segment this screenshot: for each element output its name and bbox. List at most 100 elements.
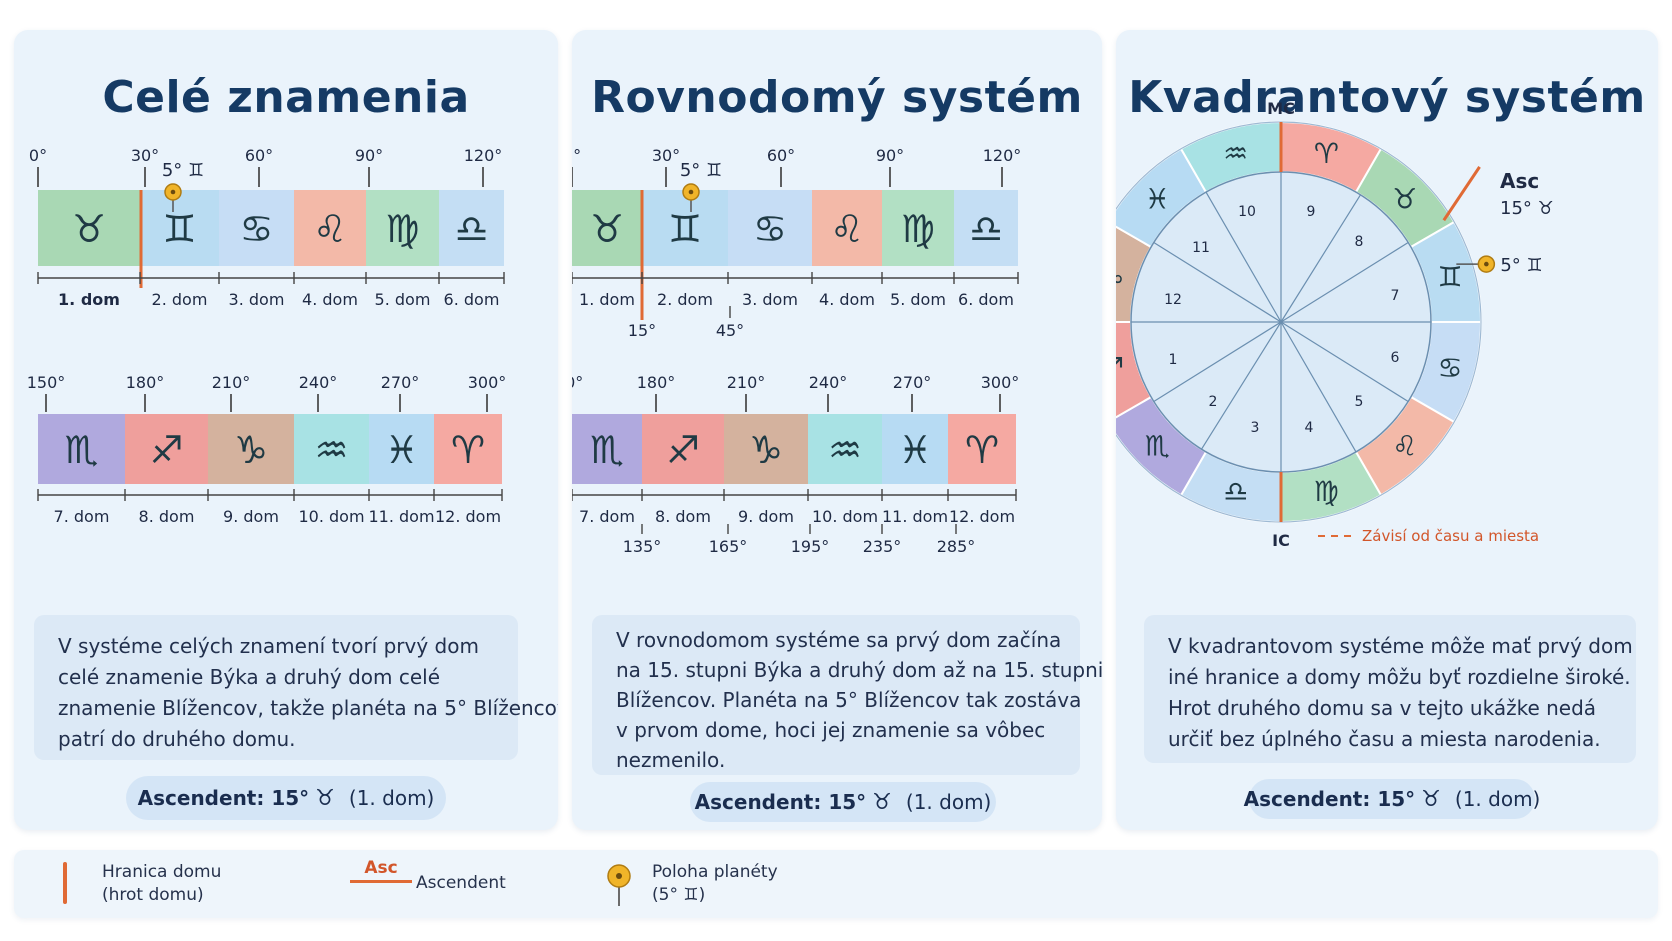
cusp-line-icon — [63, 862, 67, 904]
gemini-cell — [642, 190, 728, 266]
pisces-cell — [882, 414, 948, 484]
house-number: 8 — [1355, 234, 1364, 250]
asc-line-icon: Asc — [350, 858, 412, 883]
house-label: 2. dom — [152, 290, 208, 309]
house-number: 4 — [1305, 420, 1314, 436]
house-divider — [1205, 191, 1282, 323]
ascendant-badge: Ascendent: 15° ♉ (1. dom) — [690, 782, 996, 822]
capricorn-symbol: ♑ — [234, 428, 268, 472]
house-label: 3. dom — [742, 290, 798, 309]
planet-label: 5° ♊ — [162, 160, 204, 181]
sagittarius-cell — [642, 414, 724, 484]
taurus-symbol: ♉ — [315, 785, 335, 811]
house-number: 12 — [1164, 292, 1182, 308]
degree-label: 180° — [637, 373, 676, 392]
description-box: V rovnodomom systéme sa prvý dom začína … — [592, 615, 1102, 775]
degree-label: 30° — [652, 146, 680, 165]
house-label: 8. dom — [655, 507, 711, 526]
degree-label: 30° — [131, 146, 159, 165]
house-number: 1 — [1169, 352, 1178, 368]
aries-cell — [948, 414, 1016, 484]
house-label: 8. dom — [139, 507, 195, 526]
degree-label: 210° — [212, 373, 251, 392]
ascendant-house: (1. dom) — [1454, 787, 1541, 811]
house-label: 10. dom — [812, 507, 878, 526]
planet-marker-center — [170, 189, 176, 195]
leo-cell — [812, 190, 882, 266]
planet-marker-icon — [607, 864, 631, 906]
taurus-symbol: ♉ — [72, 207, 106, 251]
degree-label: 150° — [572, 373, 583, 392]
house-divider — [1280, 194, 1361, 323]
ascendant-label: Ascendent: 15° — [137, 786, 310, 810]
planet-marker-center — [688, 189, 694, 195]
capricorn-cell — [208, 414, 294, 484]
degree-label: 270° — [893, 373, 932, 392]
whole-sign-panel: Celé znamenia ♉ ♊ ♋ ♌ ♍ ♎ 0° 30° 60° 90° 120° 5° ♊ 1… — [14, 30, 558, 830]
degree-label: 90° — [355, 146, 383, 165]
panel-title: Rovnodomý systém — [591, 72, 1083, 123]
taurus-symbol: ♉ — [1392, 182, 1417, 215]
planet-label: 5° ♊ — [680, 160, 722, 181]
ic-label: IC — [1272, 531, 1290, 550]
house-divider — [1153, 321, 1282, 402]
panel-title: Kvadrantový systém — [1128, 72, 1646, 123]
cusp-degree-label: 195° — [791, 537, 830, 556]
house-label: 9. dom — [223, 507, 279, 526]
aquarius-cell — [808, 414, 882, 484]
virgo-cell — [882, 190, 954, 266]
house-label: 12. dom — [949, 507, 1015, 526]
gemini-symbol: ♊ — [668, 207, 702, 251]
description-line: na 15. stupni Býka a druhý dom až na 15.… — [616, 658, 1102, 682]
aries-symbol: ♈ — [1314, 137, 1339, 170]
sagittarius-cell — [125, 414, 208, 484]
leo-symbol: ♌ — [313, 207, 347, 251]
house-label: 12. dom — [435, 507, 501, 526]
house-divider — [1280, 321, 1409, 402]
house-divider — [1280, 321, 1357, 453]
note-label: Závisí od času a miesta — [1362, 527, 1539, 545]
scorpio-cell — [38, 414, 125, 484]
house-label: 10. dom — [298, 507, 364, 526]
description-box: V kvadrantovom systéme môže mať prvý dom… — [1144, 615, 1636, 763]
description-line: Blížencov. Planéta na 5° Blížencov tak z… — [616, 688, 1082, 712]
description-line: určiť bez úplného času a miesta narodeni… — [1168, 727, 1601, 751]
description-line: patrí do druhého domu. — [58, 727, 296, 751]
aries-symbol: ♈ — [965, 428, 999, 472]
scorpio-symbol: ♏ — [64, 428, 98, 472]
degree-label: 270° — [381, 373, 420, 392]
degree-label: 150° — [27, 373, 66, 392]
libra-symbol: ♎ — [454, 207, 488, 251]
cusp-degree-label: 285° — [937, 537, 976, 556]
aquarius-symbol: ♒ — [828, 428, 862, 472]
house-number: 6 — [1391, 350, 1400, 366]
gemini-symbol: ♊ — [162, 207, 196, 251]
legend-planet-label: Poloha planéty (5° ♊) — [652, 861, 778, 907]
ascendant-label: Ascendent: 15° — [694, 790, 867, 814]
planet-marker-center — [1484, 261, 1489, 267]
degree-label: 240° — [809, 373, 848, 392]
house-label: 1. dom — [579, 290, 635, 309]
ascendant-label: Ascendent: 15° — [1243, 787, 1416, 811]
house-label: 9. dom — [738, 507, 794, 526]
legend-cusp-label: Hranica domu (hrot domu) — [102, 861, 221, 907]
taurus-symbol: ♉ — [872, 789, 892, 815]
taurus-symbol: ♉ — [1421, 786, 1441, 812]
degree-label: 180° — [126, 373, 165, 392]
house-number: 7 — [1391, 288, 1400, 304]
cusp-degree-label: 165° — [709, 537, 748, 556]
degree-label: 0° — [572, 146, 581, 165]
capricorn-symbol: ♑ — [1116, 261, 1125, 294]
legend-text-line: (5° ♊) — [652, 885, 706, 905]
scorpio-symbol: ♏ — [590, 428, 624, 472]
house-label: 5. dom — [375, 290, 431, 309]
aries-cell — [434, 414, 502, 484]
libra-cell — [439, 190, 504, 266]
house-label: 6. dom — [444, 290, 500, 309]
taurus-cell — [38, 190, 140, 266]
description-line: celé znamenie Býka a druhý dom celé — [58, 665, 441, 689]
description-line: znamenie Blížencov, takže planéta na 5° … — [58, 696, 558, 720]
house-number: 3 — [1251, 420, 1260, 436]
asc-degree-label: 15° ♉ — [1500, 198, 1554, 219]
